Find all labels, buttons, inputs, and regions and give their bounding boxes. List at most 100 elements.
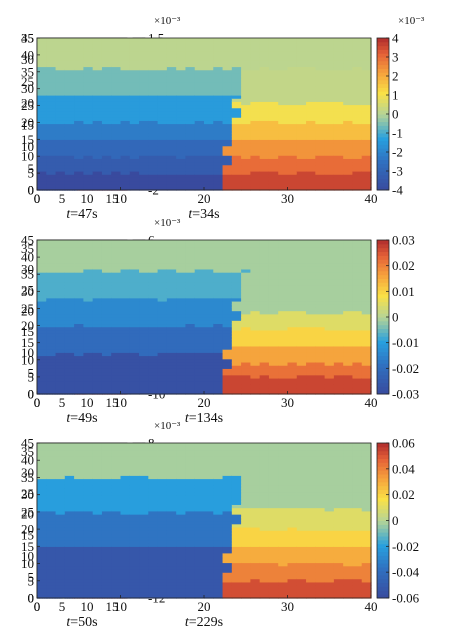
heatmap-cell [259,63,270,68]
heatmap-cell [74,95,84,99]
heatmap-cell [176,161,187,166]
heatmap-cell [139,133,149,137]
heatmap-cell [139,171,149,175]
heatmap-cell [333,95,344,99]
heatmap-cell [120,114,131,118]
heatmap-cell [278,53,289,58]
heatmap-cell [185,186,196,191]
heatmap-cell [352,145,363,150]
heatmap-cell [74,38,84,42]
heatmap-cell [241,110,251,115]
heatmap-cell [333,148,344,153]
heatmap-cell [37,69,47,74]
heatmap-cell [315,53,326,58]
heatmap-cell [55,177,66,182]
heatmap-cell [278,110,289,115]
heatmap-cell [296,44,307,49]
heatmap-cell [361,133,372,137]
heatmap-cell [250,63,261,68]
heatmap-cell [157,129,168,134]
heatmap-cell [139,79,149,83]
heatmap-cell [166,50,177,55]
heatmap-cell [231,142,242,147]
heatmap-cell [352,82,363,87]
heatmap-cell [333,126,344,131]
heatmap-cell [259,123,270,128]
heatmap-cell [333,120,344,125]
heatmap-cell [268,126,279,131]
heatmap-cell [250,47,261,52]
heatmap-cell [129,148,140,153]
heatmap-cell [278,145,289,150]
heatmap-cell [287,177,298,182]
colorbar-swatch [377,72,389,77]
heatmap-cell [92,57,103,61]
heatmap-cell [306,60,316,64]
heatmap-cell [101,66,112,71]
heatmap-cell [185,47,196,52]
heatmap-cell [287,85,298,90]
heatmap-cell [343,171,354,175]
heatmap-cell [139,129,149,134]
heatmap-cell [352,95,363,99]
heatmap-cell [185,85,196,90]
heatmap-cell [213,44,224,49]
heatmap-cell [176,88,187,93]
heatmap-cell [120,63,131,68]
heatmap-cell [139,123,149,128]
heatmap-cell [194,79,205,83]
heatmap-cell [129,180,140,185]
heatmap-cell [101,142,112,147]
heatmap-cell [287,38,298,42]
heatmap-cell [176,114,187,118]
heatmap-cell [194,120,205,125]
heatmap-cell [166,98,177,102]
heatmap-cell [278,174,289,178]
heatmap-cell [194,110,205,115]
heatmap-cell [92,76,103,80]
heatmap-cell [296,167,307,172]
heatmap-cell [250,79,261,83]
heatmap-cell [324,117,335,121]
heatmap-cell [352,164,363,169]
heatmap-cell [204,101,214,106]
heatmap-cell [166,183,177,188]
heatmap-cell [213,91,224,96]
heatmap-cell [157,69,168,74]
heatmap-cell [259,180,270,185]
heatmap-cell [166,41,177,45]
heatmap-cell [259,76,270,80]
heatmap-cell [129,82,140,87]
heatmap-cell [361,44,372,49]
heatmap-cell [148,142,159,147]
heatmap-cell [296,117,307,121]
heatmap-cell [166,123,177,128]
heatmap-cell [333,76,344,80]
heatmap-cell [278,41,289,45]
heatmap-cell [194,139,205,144]
heatmap-cell [37,167,47,172]
heatmap-cell [120,85,131,90]
heatmap-cell [241,98,251,102]
heatmap-cell [46,53,57,58]
heatmap-cell [55,148,66,153]
heatmap-cell [324,180,335,185]
heatmap-cell [259,66,270,71]
heatmap-cell [213,95,224,99]
heatmap-cell [64,133,75,137]
heatmap-cell [101,76,112,80]
colorbar-swatch [377,83,389,88]
heatmap-cell [176,139,187,144]
heatmap-cell [120,57,131,61]
heatmap-cell [222,98,233,102]
heatmap-cell [352,110,363,115]
heatmap-cell [352,88,363,93]
heatmap-cell [361,63,372,68]
heatmap-cell [46,41,57,45]
heatmap-cell [204,57,214,61]
heatmap-cell [74,69,84,74]
heatmap-cell [287,142,298,147]
y-tick-label: 35 [21,64,34,79]
heatmap-cell [296,145,307,150]
heatmap-cell [83,79,94,83]
